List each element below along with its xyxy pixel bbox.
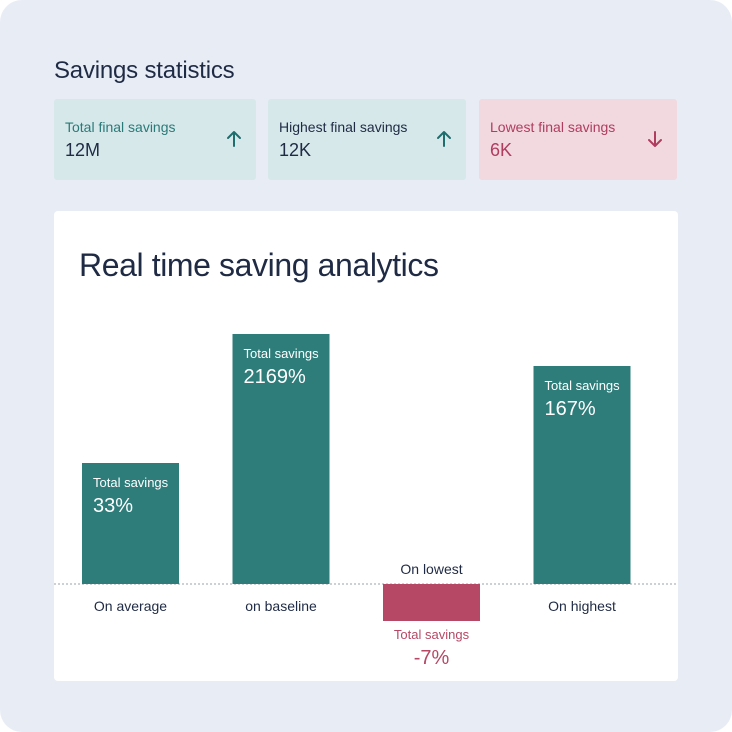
bar-value-label: 2169% [244, 366, 306, 388]
chart-panel: Real time saving analytics Total savings… [54, 211, 678, 681]
bar-3[interactable] [533, 366, 631, 584]
arrow-down-icon [648, 131, 662, 147]
bar-0[interactable] [82, 463, 179, 584]
bar-series-label: Total savings [93, 475, 169, 490]
arrow-up-icon [227, 131, 241, 147]
stat-label: Total final savings [65, 119, 176, 135]
stat-value: 12K [279, 140, 312, 160]
stat-card-lowest-final-savings[interactable]: Lowest final savings 6K [479, 99, 677, 180]
stat-value: 6K [490, 140, 513, 160]
category-label: on baseline [245, 598, 317, 614]
bar-2[interactable] [383, 584, 480, 621]
arrow-up-icon [437, 131, 451, 147]
section-title: Savings statistics [54, 57, 235, 84]
stat-label: Highest final savings [279, 119, 408, 135]
bar-value-label: 33% [93, 495, 133, 517]
bar-series-label: Total savings [545, 378, 621, 393]
chart-title: Real time saving analytics [79, 247, 439, 283]
bar-series-label: Total savings [244, 346, 320, 361]
bar-value-label: -7% [414, 647, 450, 669]
stat-card-total-final-savings[interactable]: Total final savings 12M [54, 99, 256, 180]
category-label: On average [94, 598, 167, 614]
bar-chart: Total savings 33% On average Total savings 2… [54, 334, 678, 669]
stat-label: Lowest final savings [490, 119, 616, 135]
bar-1[interactable] [232, 334, 330, 584]
stat-card-highest-final-savings[interactable]: Highest final savings 12K [268, 99, 466, 180]
bar-series-label: Total savings [394, 627, 470, 642]
category-label: On highest [548, 598, 616, 614]
category-label: On lowest [400, 561, 462, 577]
bar-value-label: 167% [545, 398, 596, 420]
stat-value: 12M [65, 140, 101, 160]
